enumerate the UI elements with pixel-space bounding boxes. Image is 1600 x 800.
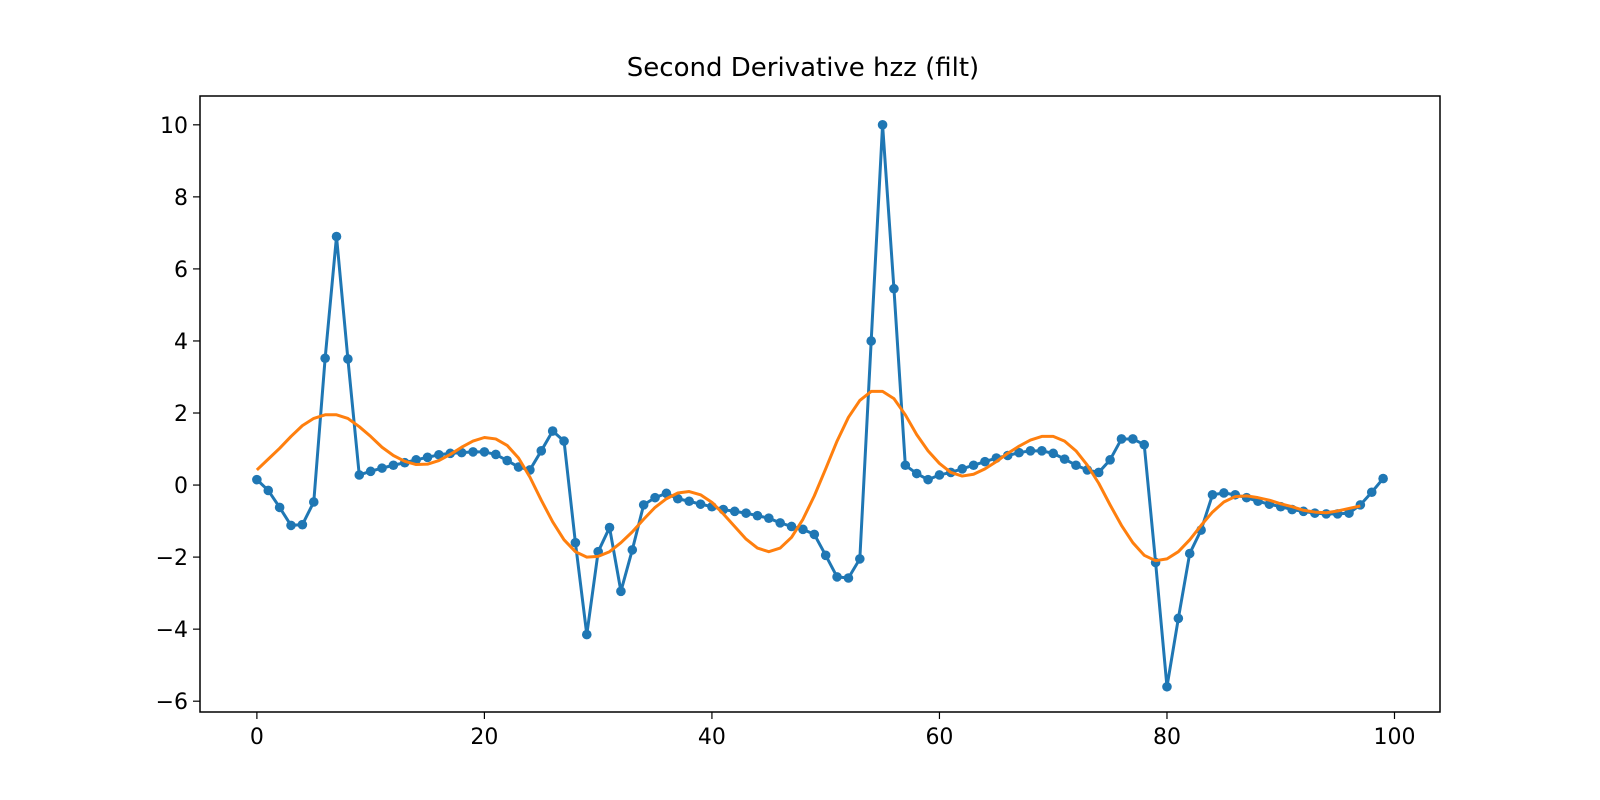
series-1-point — [786, 521, 797, 532]
series-1-point — [252, 474, 262, 485]
x-tick-label: 0 — [250, 725, 264, 750]
series-1-point — [866, 336, 876, 346]
y-tick-label: 0 — [174, 474, 188, 499]
x-tick-label: 20 — [470, 725, 498, 750]
series-1-point — [923, 474, 933, 485]
series-1-point — [547, 426, 558, 436]
series-1-point — [729, 506, 740, 517]
series-1-point — [559, 436, 569, 446]
series-1-point — [490, 449, 501, 460]
series-1-point — [1207, 489, 1218, 500]
y-tick-label: 2 — [174, 402, 188, 427]
series-1-point — [911, 468, 922, 479]
series-1-point — [365, 466, 376, 477]
x-tick-label: 80 — [1153, 725, 1181, 750]
x-tick-label: 60 — [925, 725, 953, 750]
series-1-point — [980, 456, 990, 467]
series-1-point — [900, 460, 911, 471]
series-1-point — [570, 537, 581, 548]
series-1-point — [957, 464, 967, 474]
series-1-point — [502, 455, 512, 466]
series-1-point — [297, 519, 308, 530]
series-1-point — [684, 496, 694, 507]
series-1-point — [968, 460, 979, 471]
series-1-point — [638, 500, 649, 510]
series-1-point — [1025, 446, 1036, 456]
series-1-point — [1344, 508, 1354, 518]
series-1-point — [1116, 434, 1127, 444]
series-1-point — [1014, 447, 1024, 458]
series-1-point — [263, 485, 274, 496]
series-1-point — [1048, 448, 1059, 459]
series-1-point — [1139, 439, 1150, 450]
series-1-point — [820, 550, 831, 561]
series-1-point — [1128, 434, 1138, 444]
x-tick-label: 40 — [698, 725, 726, 750]
series-1-point — [343, 354, 353, 364]
series-2-line — [255, 389, 1361, 563]
series-1-point — [377, 463, 387, 473]
series-1-point — [308, 497, 319, 507]
series-1-point — [1105, 455, 1115, 465]
series-1-point — [695, 499, 706, 509]
series-1-point — [627, 545, 638, 555]
series-1-point — [1173, 613, 1184, 624]
series-1-point — [1071, 460, 1081, 471]
series-1-point — [286, 520, 296, 531]
series-1-point — [1093, 467, 1104, 478]
series-1-point — [331, 231, 342, 242]
series-1-line — [255, 123, 1385, 689]
series-1-point — [775, 518, 785, 528]
series-1-point — [798, 524, 808, 535]
series-1-point — [388, 460, 399, 471]
series-1-point — [536, 446, 547, 456]
x-tick-label: 100 — [1373, 725, 1415, 750]
series-1-point — [855, 554, 865, 564]
series-1-point — [581, 629, 592, 640]
y-tick-label: 4 — [174, 330, 188, 355]
series-1-point — [354, 470, 365, 480]
axis-layer: 0 20 40 60 80 100 −6 −4 −2 0 2 4 6 8 10 — [156, 114, 1416, 750]
y-tick-label: −6 — [156, 690, 188, 715]
series-layer — [252, 120, 1388, 692]
series-1-point — [934, 470, 945, 480]
series-1-point — [843, 573, 854, 583]
series-1-point — [320, 353, 330, 364]
series-1-point — [274, 502, 285, 513]
series-1-point — [764, 513, 774, 523]
series-1-point — [479, 447, 490, 457]
series-1-point — [741, 508, 751, 518]
series-1-point — [422, 452, 433, 463]
series-1-point — [1219, 488, 1229, 498]
y-tick-label: 8 — [174, 186, 188, 211]
series-1-point — [889, 283, 899, 294]
series-1-point — [434, 449, 444, 460]
series-1-point — [673, 493, 683, 504]
series-1-point — [1037, 446, 1047, 456]
plot-frame — [199, 95, 1441, 713]
y-tick-label: −2 — [156, 546, 188, 571]
series-1-point — [1059, 454, 1070, 464]
series-1-point — [411, 455, 421, 465]
chart-title: Second Derivative hzz (filt) — [627, 53, 979, 83]
series-1-point — [650, 492, 660, 503]
series-1-point — [832, 572, 842, 582]
series-1-point — [468, 447, 478, 457]
series-1-point — [604, 522, 615, 533]
series-1-point — [752, 510, 763, 521]
series-1-point — [809, 529, 820, 540]
series-1-point — [661, 488, 672, 499]
series-1-point — [877, 120, 888, 130]
series-1-point — [1184, 548, 1195, 559]
series-1-point — [616, 586, 626, 597]
y-tick-label: 6 — [174, 258, 188, 283]
series-1-point — [1378, 473, 1388, 484]
series-1-point — [1366, 487, 1377, 498]
y-tick-label: 10 — [160, 114, 188, 139]
series-1-point — [1162, 681, 1172, 692]
y-tick-label: −4 — [156, 618, 188, 643]
